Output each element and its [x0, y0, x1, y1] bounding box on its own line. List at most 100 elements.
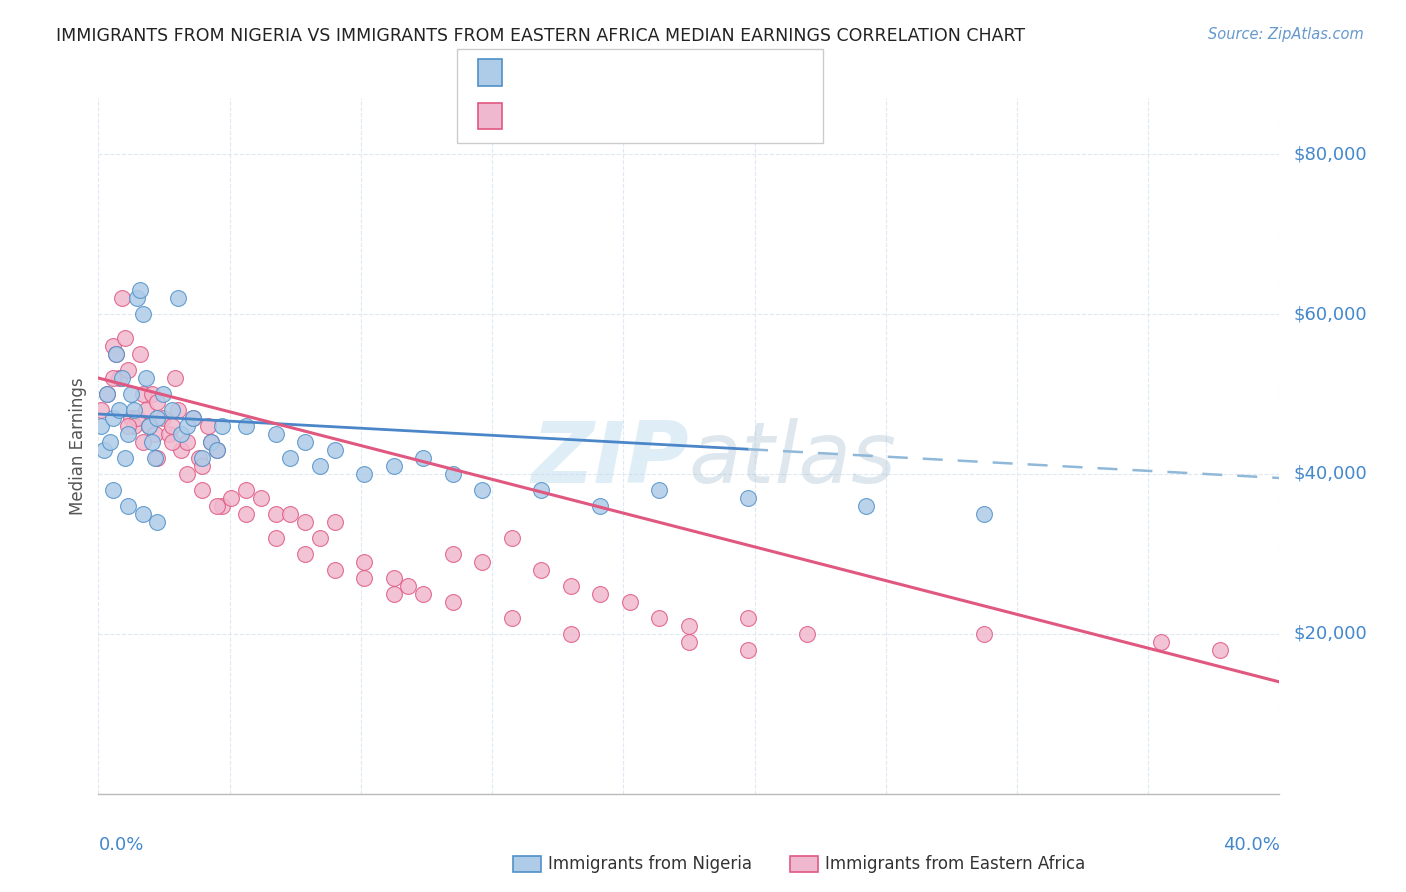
Point [96, 387, 118, 401]
Point [103, 339, 125, 353]
Point [103, 411, 125, 425]
Point [146, 450, 169, 465]
Text: $80,000: $80,000 [1294, 145, 1367, 163]
Point [323, 442, 346, 457]
Text: Source: ZipAtlas.com: Source: ZipAtlas.com [1208, 27, 1364, 42]
Point [619, 595, 641, 609]
Point [125, 411, 148, 425]
Point [132, 387, 155, 401]
Point [353, 555, 375, 569]
Point [98, 435, 121, 450]
Point [146, 395, 169, 409]
Point [855, 499, 877, 513]
Point [323, 563, 346, 577]
Point [382, 571, 405, 585]
Point [678, 635, 700, 649]
Point [135, 371, 157, 385]
Point [165, 371, 187, 385]
Text: 0.0%: 0.0% [98, 836, 143, 854]
Point [264, 427, 287, 442]
Point [143, 427, 166, 442]
Point [205, 442, 228, 457]
Point [471, 555, 494, 569]
Point [167, 291, 190, 305]
Point [200, 435, 222, 450]
Point [191, 458, 214, 473]
Point [278, 450, 302, 465]
Point [143, 450, 166, 465]
Point [128, 347, 150, 361]
Point [114, 331, 136, 345]
Point [108, 403, 131, 417]
Point [441, 467, 464, 481]
Point [125, 291, 148, 305]
Point [309, 531, 332, 545]
Point [162, 403, 183, 417]
Point [167, 403, 190, 417]
Point [412, 587, 434, 601]
Point [176, 419, 198, 434]
Text: atlas: atlas [689, 418, 897, 501]
Text: ZIP: ZIP [531, 418, 689, 501]
Text: $20,000: $20,000 [1294, 625, 1367, 643]
Point [737, 491, 759, 505]
Point [471, 483, 494, 497]
Point [294, 515, 316, 529]
Point [796, 627, 818, 641]
Text: $60,000: $60,000 [1294, 305, 1367, 323]
Point [135, 403, 157, 417]
Point [737, 611, 759, 625]
Point [973, 627, 995, 641]
Point [120, 411, 142, 425]
Point [187, 450, 209, 465]
Text: $40,000: $40,000 [1294, 465, 1367, 483]
Point [132, 307, 155, 321]
Point [162, 435, 183, 450]
Text: R =: R = [513, 64, 550, 82]
Point [200, 435, 222, 450]
Point [973, 507, 995, 521]
Point [589, 499, 612, 513]
Point [191, 483, 214, 497]
Point [120, 387, 142, 401]
Point [138, 419, 160, 434]
Point [1150, 635, 1173, 649]
Point [176, 467, 198, 481]
Point [181, 411, 204, 425]
Point [152, 387, 174, 401]
Text: -0.213: -0.213 [553, 64, 606, 82]
Point [132, 435, 155, 450]
Point [205, 499, 228, 513]
Point [235, 507, 257, 521]
Point [105, 347, 128, 361]
Point [560, 627, 582, 641]
Point [108, 371, 131, 385]
Point [152, 411, 174, 425]
Point [176, 435, 198, 450]
Point [117, 419, 139, 434]
Point [441, 595, 464, 609]
Point [309, 458, 332, 473]
Point [138, 419, 160, 434]
Point [219, 491, 242, 505]
Point [157, 427, 180, 442]
Point [353, 571, 375, 585]
Point [170, 427, 193, 442]
Point [111, 291, 134, 305]
Point [530, 483, 553, 497]
Point [205, 442, 228, 457]
Point [589, 587, 612, 601]
Point [737, 643, 759, 657]
Point [103, 371, 125, 385]
Point [117, 363, 139, 377]
Point [141, 435, 163, 450]
Point [648, 483, 671, 497]
Point [122, 419, 145, 434]
Text: 51: 51 [664, 64, 685, 82]
Point [162, 419, 183, 434]
Point [278, 507, 302, 521]
Point [678, 619, 700, 633]
Point [501, 611, 523, 625]
Point [211, 419, 233, 434]
Point [105, 347, 128, 361]
